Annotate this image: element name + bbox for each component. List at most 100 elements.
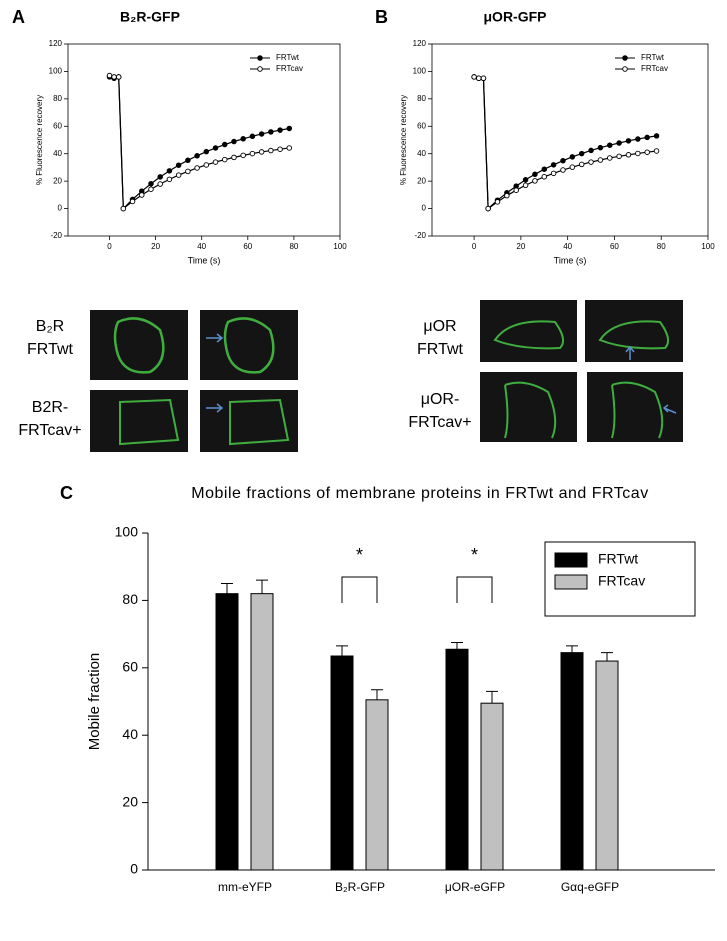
point	[111, 74, 117, 80]
x-tick-label: 100	[333, 242, 347, 251]
point	[532, 178, 538, 184]
cell-outline	[223, 317, 275, 374]
point	[513, 187, 519, 193]
point	[560, 167, 566, 173]
micrograph	[90, 310, 188, 380]
micrograph	[200, 310, 298, 380]
cell-outline	[504, 381, 557, 439]
y-tick-label: 80	[417, 94, 426, 103]
point	[258, 131, 265, 137]
error-bar	[601, 652, 613, 662]
point	[635, 136, 641, 142]
point	[644, 134, 650, 141]
point	[504, 192, 510, 199]
micrograph-label: B₂R	[36, 318, 64, 335]
point	[249, 150, 256, 157]
point	[550, 162, 557, 168]
point	[541, 174, 548, 180]
micrograph-label: μOR-	[421, 391, 460, 408]
y-tick-label: 60	[417, 121, 426, 130]
point	[522, 182, 529, 189]
micrograph	[480, 300, 577, 362]
point	[221, 141, 228, 148]
panel-title: B₂R-GFP	[120, 9, 180, 25]
legend-label: FRTwt	[276, 53, 300, 62]
point	[541, 166, 548, 172]
point	[471, 74, 477, 80]
point	[532, 171, 538, 178]
point	[616, 140, 622, 146]
x-tick-label: 20	[151, 242, 160, 251]
error-bar	[336, 645, 348, 657]
point	[286, 145, 293, 151]
significance-label: *	[471, 545, 478, 565]
point	[212, 159, 219, 165]
bar	[250, 593, 274, 871]
point	[480, 75, 487, 82]
cell-outline	[493, 320, 565, 350]
micrograph	[585, 300, 683, 362]
significance-bracket	[341, 576, 378, 603]
point	[175, 172, 182, 178]
cell-outline	[229, 398, 290, 446]
series-line	[473, 76, 657, 210]
point	[635, 150, 641, 157]
point	[148, 186, 154, 192]
point	[240, 136, 246, 142]
arrow	[625, 345, 635, 360]
point	[653, 133, 660, 139]
bar	[330, 655, 354, 871]
point	[115, 74, 122, 80]
point	[286, 125, 293, 132]
point	[277, 127, 283, 133]
legend-label: FRTcav	[641, 64, 668, 73]
x-tick-label: 100	[701, 242, 715, 251]
point	[157, 181, 163, 187]
point	[185, 168, 191, 175]
point	[569, 154, 576, 160]
point	[588, 147, 594, 154]
y-tick-label: 80	[122, 591, 138, 607]
x-tick-label: 40	[563, 242, 572, 251]
point	[588, 159, 594, 165]
y-tick-label: 0	[422, 204, 427, 213]
x-tick-label: 20	[516, 242, 525, 251]
arrow	[206, 403, 224, 413]
error-bar	[566, 645, 578, 653]
y-tick-label: -20	[50, 231, 62, 240]
point	[569, 164, 576, 170]
point	[129, 198, 136, 205]
point	[166, 176, 173, 183]
y-tick-label: -20	[414, 231, 426, 240]
legend-marker	[622, 55, 628, 61]
bar	[365, 699, 389, 871]
x-tick-label: 0	[107, 242, 112, 251]
legend-swatch	[554, 552, 588, 568]
point	[578, 161, 585, 168]
point	[560, 157, 566, 164]
point	[597, 157, 604, 163]
micrograph-label: FRTwt	[27, 341, 73, 358]
point	[476, 75, 482, 82]
y-tick-label: 60	[122, 659, 138, 675]
point	[240, 152, 246, 159]
point	[578, 150, 585, 157]
x-tick-label: 80	[657, 242, 666, 251]
legend-label: FRTwt	[641, 53, 665, 62]
y-tick-label: 40	[122, 726, 138, 742]
x-tick-label: 60	[610, 242, 619, 251]
error-bar	[221, 583, 233, 594]
y-tick-label: 120	[49, 39, 63, 48]
point	[203, 148, 210, 155]
point	[194, 165, 200, 171]
bar	[595, 660, 619, 871]
legend-label: FRTcav	[276, 64, 303, 73]
point	[653, 148, 660, 154]
bar	[480, 702, 504, 871]
y-axis-label: % Fluorescence recovery	[399, 95, 408, 185]
y-tick-label: 20	[122, 793, 138, 809]
point	[494, 199, 501, 205]
error-bar	[371, 689, 383, 700]
panel-title: μOR-GFP	[483, 9, 546, 25]
point	[485, 205, 491, 212]
